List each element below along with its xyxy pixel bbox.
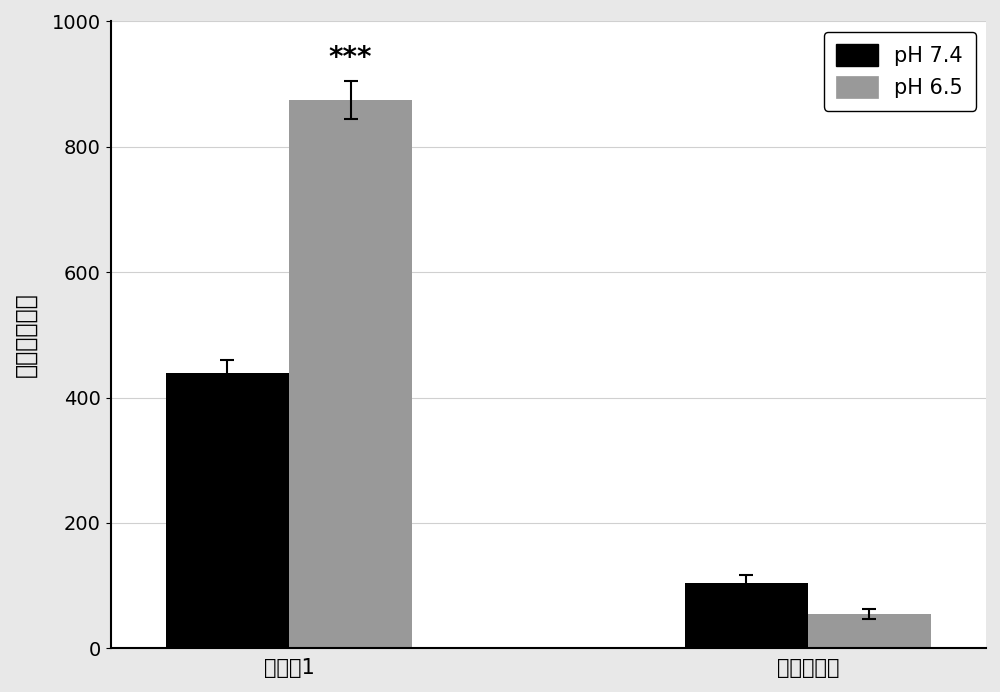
Bar [289, 100, 412, 648]
Bar [166, 372, 289, 648]
Text: ***: *** [329, 44, 372, 71]
Bar [685, 583, 808, 648]
Legend: pH 7.4, pH 6.5: pH 7.4, pH 6.5 [824, 32, 976, 111]
Bar [808, 614, 931, 648]
Y-axis label: 平均荧光强度: 平均荧光强度 [14, 293, 38, 377]
